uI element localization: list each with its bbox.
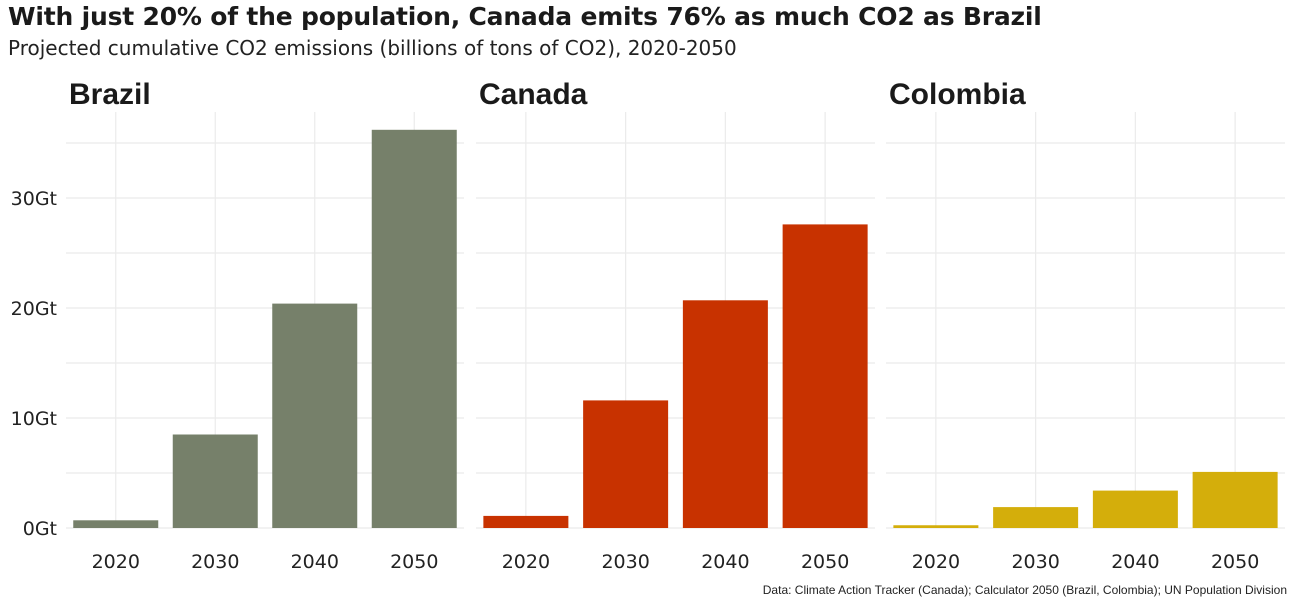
brazil-x-tick-2050: 2050 — [390, 551, 438, 573]
y-tick-label-30Gt: 30Gt — [11, 188, 57, 210]
y-tick-label-20Gt: 20Gt — [11, 298, 57, 320]
colombia-bar-2030 — [993, 507, 1079, 528]
colombia-x-tick-2030: 2030 — [1011, 551, 1059, 573]
data-source-caption: Data: Climate Action Tracker (Canada); C… — [762, 583, 1287, 597]
brazil-bar-2030 — [172, 434, 258, 528]
canada-facet-title: Canada — [479, 78, 588, 111]
y-tick-label-10Gt: 10Gt — [11, 408, 57, 430]
brazil-bar-2020 — [73, 520, 159, 528]
canada-bar-2030 — [583, 400, 669, 528]
colombia-bar-2040 — [1092, 490, 1178, 528]
canada-x-tick-2050: 2050 — [801, 551, 849, 573]
chart-title: With just 20% of the population, Canada … — [8, 2, 1042, 31]
canada-x-tick-2040: 2040 — [701, 551, 749, 573]
colombia-x-tick-2040: 2040 — [1111, 551, 1159, 573]
colombia-x-tick-2050: 2050 — [1211, 551, 1259, 573]
brazil-bar-2050 — [371, 129, 457, 529]
brazil-facet-title: Brazil — [69, 78, 151, 111]
colombia-facet-title: Colombia — [889, 78, 1026, 111]
brazil-bar-2040 — [272, 303, 358, 528]
chart-subtitle: Projected cumulative CO2 emissions (bill… — [8, 36, 737, 60]
colombia-bar-2050 — [1192, 471, 1278, 528]
brazil-x-tick-2030: 2030 — [191, 551, 239, 573]
brazil-x-tick-2040: 2040 — [291, 551, 339, 573]
canada-bar-2020 — [483, 515, 569, 528]
colombia-x-tick-2020: 2020 — [912, 551, 960, 573]
canada-bar-2040 — [682, 300, 768, 528]
canada-x-tick-2020: 2020 — [502, 551, 550, 573]
canada-x-tick-2030: 2030 — [601, 551, 649, 573]
brazil-x-tick-2020: 2020 — [92, 551, 140, 573]
y-tick-label-0Gt: 0Gt — [23, 518, 57, 540]
colombia-bar-2020 — [893, 525, 979, 528]
canada-bar-2050 — [782, 224, 868, 528]
